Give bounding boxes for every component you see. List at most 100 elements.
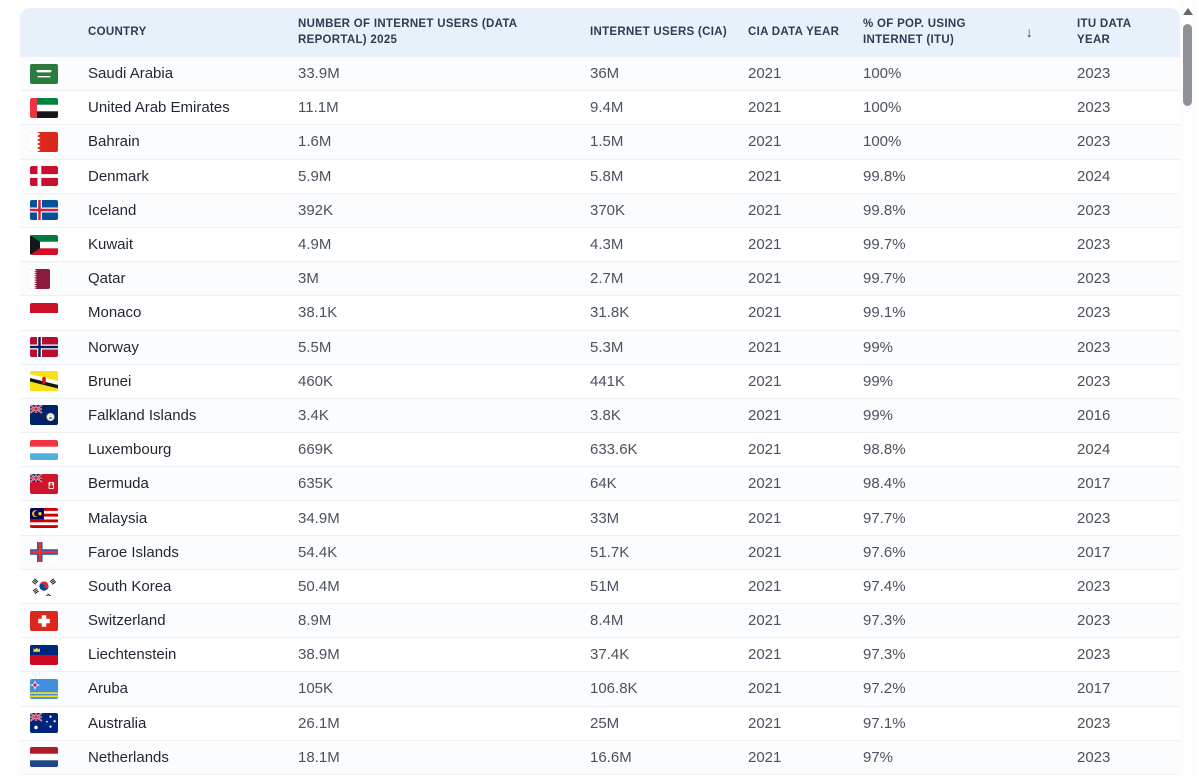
- users-cia-value: 25M: [590, 714, 620, 732]
- sort-descending-icon[interactable]: ↓: [1025, 24, 1033, 41]
- table-row: Brunei 460K 441K 2021 99% 2023: [20, 364, 1180, 399]
- country-name: United Arab Emirates: [88, 99, 230, 117]
- cia-year-value: 2021: [748, 714, 782, 732]
- header-cell-users-cia[interactable]: INTERNET USERS (CIA): [590, 25, 727, 38]
- country-name: Australia: [88, 714, 147, 732]
- table-row: Denmark 5.9M 5.8M 2021 99.8% 2024: [20, 159, 1180, 194]
- cia-year-value: 2021: [748, 441, 782, 459]
- flag-ch-icon: [30, 610, 58, 631]
- itu-year-value: 2023: [1077, 338, 1111, 356]
- flag-mc-icon: [30, 302, 58, 323]
- flag-cell: [20, 234, 88, 255]
- itu-year-value: 2023: [1077, 509, 1111, 527]
- flag-cell: [20, 644, 88, 665]
- flag-cell: [20, 473, 88, 494]
- itu-year-value: 2024: [1077, 167, 1111, 185]
- users-cia-value: 5.8M: [590, 167, 624, 185]
- users-datareportal-value: 3.4K: [298, 406, 329, 424]
- flag-fk-icon: [30, 405, 58, 426]
- flag-cell: [20, 713, 88, 734]
- cia-year-value: 2021: [748, 167, 782, 185]
- itu-year-value: 2023: [1077, 748, 1111, 766]
- users-datareportal-value: 4.9M: [298, 236, 332, 254]
- country-name: Monaco: [88, 304, 142, 322]
- users-datareportal-value: 635K: [298, 475, 334, 493]
- country-name: Malaysia: [88, 509, 148, 527]
- scroll-up-arrow-icon[interactable]: [1183, 8, 1193, 15]
- flag-cell: [20, 610, 88, 631]
- users-datareportal-value: 18.1M: [298, 748, 340, 766]
- vertical-scrollbar[interactable]: [1181, 0, 1195, 776]
- itu-percent-value: 99.8%: [863, 201, 906, 219]
- table-row: Liechtenstein 38.9M 37.4K 2021 97.3% 202…: [20, 638, 1180, 673]
- table-row: Saudi Arabia 33.9M 36M 2021 100% 2023: [20, 57, 1180, 92]
- users-cia-value: 51.7K: [590, 543, 630, 561]
- users-cia-value: 5.3M: [590, 338, 624, 356]
- users-datareportal-value: 38.1K: [298, 304, 338, 322]
- flag-sa-icon: [30, 63, 58, 84]
- table-row: Switzerland 8.9M 8.4M 2021 97.3% 2023: [20, 604, 1180, 639]
- cia-year-value: 2021: [748, 133, 782, 151]
- flag-no-icon: [30, 337, 58, 358]
- itu-year-value: 2023: [1077, 270, 1111, 288]
- flag-cell: [20, 678, 88, 699]
- users-cia-value: 8.4M: [590, 612, 624, 630]
- table-row: Falkland Islands 3.4K 3.8K 2021 99% 2016: [20, 398, 1180, 434]
- header-cell-users-datareportal[interactable]: NUMBER OF INTERNET USERS (DATA REPORTAL)…: [298, 17, 517, 46]
- header-cell-country[interactable]: COUNTRY: [88, 25, 147, 38]
- country-name: Qatar: [88, 270, 126, 288]
- flag-cell: [20, 200, 88, 221]
- flag-au-icon: [30, 713, 58, 734]
- itu-year-value: 2017: [1077, 680, 1111, 698]
- header-cell-itu-percent[interactable]: % OF POP. USING INTERNET (ITU) ↓: [863, 17, 1077, 48]
- table-row: Kuwait 4.9M 4.3M 2021 99.7% 2023: [20, 227, 1180, 263]
- users-datareportal-value: 3M: [298, 270, 319, 288]
- table-row: Monaco 38.1K 31.8K 2021 99.1% 2023: [20, 296, 1180, 331]
- flag-cell: [20, 576, 88, 597]
- header-cell-itu-year[interactable]: ITU DATA YEAR: [1077, 17, 1131, 46]
- itu-percent-value: 99%: [863, 372, 894, 390]
- flag-cell: [20, 131, 88, 152]
- flag-cell: [20, 337, 88, 358]
- itu-year-value: 2017: [1077, 543, 1111, 561]
- cia-year-value: 2021: [748, 99, 782, 117]
- cia-year-value: 2021: [748, 509, 782, 527]
- itu-percent-value: 99.7%: [863, 236, 906, 254]
- table-row: Luxembourg 669K 633.6K 2021 98.8% 2024: [20, 433, 1180, 468]
- table-row: Netherlands 18.1M 16.6M 2021 97% 2023: [20, 740, 1180, 775]
- users-datareportal-value: 54.4K: [298, 543, 338, 561]
- header-cell-cia-year[interactable]: CIA DATA YEAR: [748, 25, 840, 38]
- table-row: Australia 26.1M 25M 2021 97.1% 2023: [20, 706, 1180, 741]
- itu-percent-value: 97%: [863, 748, 894, 766]
- itu-percent-value: 97.2%: [863, 680, 906, 698]
- users-datareportal-value: 669K: [298, 441, 334, 459]
- flag-qa-icon: [30, 268, 50, 289]
- users-cia-value: 370K: [590, 201, 626, 219]
- flag-cell: [20, 268, 88, 289]
- country-name: Liechtenstein: [88, 646, 177, 664]
- country-name: Denmark: [88, 167, 149, 185]
- country-name: Falkland Islands: [88, 406, 197, 424]
- users-cia-value: 4.3M: [590, 236, 624, 254]
- flag-kr-icon: [30, 576, 58, 597]
- table-row: Aruba 105K 106.8K 2021 97.2% 2017: [20, 672, 1180, 707]
- users-datareportal-value: 1.6M: [298, 133, 332, 151]
- users-cia-value: 33M: [590, 509, 620, 527]
- itu-percent-value: 97.6%: [863, 543, 906, 561]
- itu-year-value: 2023: [1077, 236, 1111, 254]
- itu-year-value: 2023: [1077, 612, 1111, 630]
- flag-li-icon: [30, 644, 58, 665]
- flag-lu-icon: [30, 439, 58, 460]
- users-datareportal-value: 50.4M: [298, 577, 340, 595]
- flag-cell: [20, 542, 88, 563]
- cia-year-value: 2021: [748, 270, 782, 288]
- country-name: Iceland: [88, 201, 137, 219]
- table-row: Faroe Islands 54.4K 51.7K 2021 97.6% 201…: [20, 535, 1180, 570]
- flag-cell: [20, 508, 88, 529]
- users-datareportal-value: 5.9M: [298, 167, 332, 185]
- itu-percent-label: % OF POP. USING INTERNET (ITU): [863, 17, 966, 46]
- scrollbar-thumb[interactable]: [1183, 24, 1192, 106]
- country-name: Kuwait: [88, 236, 134, 254]
- country-name: Netherlands: [88, 748, 169, 766]
- itu-year-value: 2023: [1077, 714, 1111, 732]
